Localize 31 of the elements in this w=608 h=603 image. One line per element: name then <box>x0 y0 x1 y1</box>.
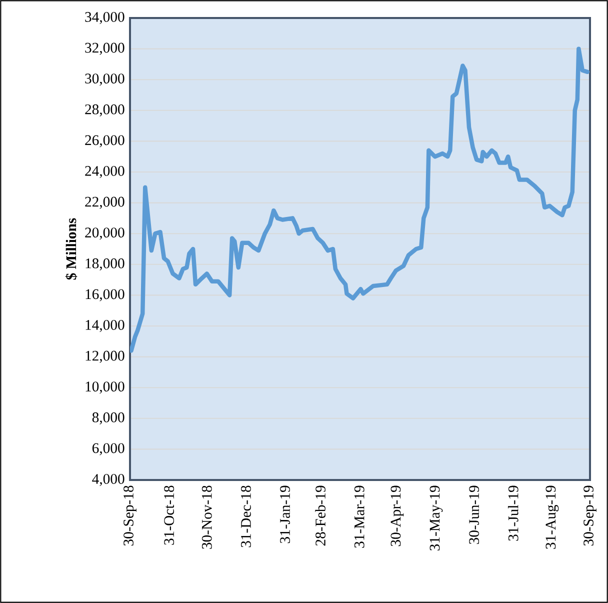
x-tick-label: 30-Sep-18 <box>124 486 136 546</box>
y-tick-label: 22,000 <box>85 196 124 209</box>
y-tick-label: 16,000 <box>86 289 124 302</box>
y-tick-label: 26,000 <box>85 135 124 148</box>
y-tick-label: 30,000 <box>85 74 124 86</box>
x-tick-label: 30-Jun-19 <box>469 486 480 544</box>
x-tick-label: 28-Feb-19 <box>315 486 326 546</box>
y-tick-label: 12,000 <box>86 350 124 363</box>
x-tick-label: 31-Mar-19 <box>354 486 364 548</box>
line-series <box>130 46 590 353</box>
y-tick-label: 34,000 <box>85 12 124 24</box>
x-tick-label: 30-Apr-19 <box>390 486 404 546</box>
y-tick-label: 8,000 <box>92 412 124 424</box>
y-tick-label: 4,000 <box>92 474 124 486</box>
y-tick-label: 28,000 <box>85 104 124 116</box>
x-tick-label: 31-May-19 <box>430 486 443 550</box>
x-tick-label: 30-Nov-18 <box>202 486 212 549</box>
x-tick-label: 31-Oct-18 <box>164 486 174 545</box>
y-tick-label: 32,000 <box>85 42 124 55</box>
y-tick-label: 24,000 <box>85 166 124 178</box>
x-tick-label: 30-Sep-19 <box>584 486 596 546</box>
x-tick-label: 31-Jan-19 <box>280 486 290 544</box>
y-tick-label: 20,000 <box>85 228 124 240</box>
y-tick-label: 18,000 <box>86 258 124 270</box>
y-tick-label: 6,000 <box>92 443 124 456</box>
x-tick-label: 31-Dec-18 <box>241 486 251 548</box>
x-tick-label: 31-Aug-19 <box>546 486 559 549</box>
y-tick-label: 10,000 <box>86 382 124 394</box>
y-tick-label: 14,000 <box>86 320 124 332</box>
x-tick-label: 31-Jul-19 <box>508 486 518 541</box>
y-axis-title: $ Millions <box>65 218 78 280</box>
